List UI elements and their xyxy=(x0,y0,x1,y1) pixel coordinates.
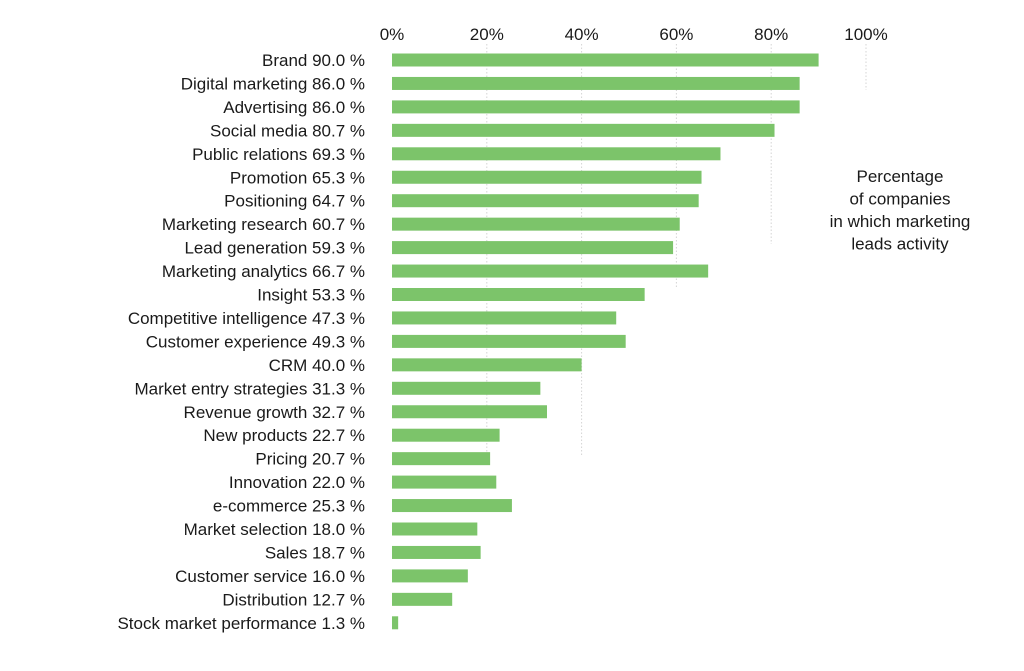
bar xyxy=(392,499,512,513)
bar xyxy=(392,288,645,301)
bar xyxy=(392,53,819,67)
bar xyxy=(392,241,674,255)
category-label: Stock market performance 1.3 % xyxy=(117,614,365,633)
x-axis-ticks: 0% 20% 40% 60% 80% 100% xyxy=(380,25,888,44)
category-label: CRM 40.0 % xyxy=(269,356,365,375)
bar xyxy=(392,452,491,466)
bar xyxy=(392,217,680,231)
bars xyxy=(392,53,819,630)
category-label: Insight 53.3 % xyxy=(257,286,365,305)
annotation-line: Percentage xyxy=(857,167,944,186)
category-label: Marketing analytics 66.7 % xyxy=(162,262,365,281)
category-label: Sales 18.7 % xyxy=(265,543,365,562)
bar xyxy=(392,428,500,442)
category-label: Distribution 12.7 % xyxy=(222,590,365,609)
bar xyxy=(392,170,702,184)
x-tick-label: 100% xyxy=(844,25,887,44)
category-label: Positioning 64.7 % xyxy=(224,192,365,211)
x-tick-label: 0% xyxy=(380,25,405,44)
category-label: Advertising 86.0 % xyxy=(223,98,365,117)
bar xyxy=(392,100,800,114)
x-tick-label: 40% xyxy=(565,25,599,44)
bar xyxy=(392,522,478,536)
annotation-line: of companies xyxy=(849,190,950,209)
category-label: e-commerce 25.3 % xyxy=(213,497,365,516)
bar xyxy=(392,616,399,630)
category-label: Pricing 20.7 % xyxy=(255,450,365,469)
category-label: Lead generation 59.3 % xyxy=(184,239,365,258)
category-labels: Brand 90.0 % Digital marketing 86.0 % Adve… xyxy=(117,51,365,633)
category-label: Competitive intelligence 47.3 % xyxy=(128,309,365,328)
bar xyxy=(392,545,481,559)
bar xyxy=(392,475,497,489)
bar xyxy=(392,76,800,90)
category-label: Innovation 22.0 % xyxy=(229,473,365,492)
category-label: Brand 90.0 % xyxy=(262,51,365,70)
bar xyxy=(392,311,617,325)
x-tick-label: 20% xyxy=(470,25,504,44)
category-label: Public relations 69.3 % xyxy=(192,145,365,164)
x-tick-label: 80% xyxy=(754,25,788,44)
bar xyxy=(392,334,626,348)
category-label: Digital marketing 86.0 % xyxy=(181,74,365,93)
category-label: Marketing research 60.7 % xyxy=(162,215,365,234)
category-label: Promotion 65.3 % xyxy=(230,168,365,187)
category-label: Customer service 16.0 % xyxy=(175,567,365,586)
bar xyxy=(392,405,547,419)
category-label: Market entry strategies 31.3 % xyxy=(134,379,365,398)
category-label: New products 22.7 % xyxy=(203,426,365,445)
bar xyxy=(392,264,709,278)
bar xyxy=(392,358,582,372)
category-label: Customer experience 49.3 % xyxy=(146,332,365,351)
bar xyxy=(392,123,775,137)
category-label: Social media 80.7 % xyxy=(210,121,365,140)
bar xyxy=(392,194,699,208)
bar xyxy=(392,381,541,395)
bar xyxy=(392,147,721,161)
bar xyxy=(392,569,468,583)
x-tick-label: 60% xyxy=(659,25,693,44)
annotation-line: leads activity xyxy=(851,235,949,254)
annotation-note: Percentage of companies in which marketing… xyxy=(830,167,971,254)
category-label: Revenue growth 32.7 % xyxy=(184,403,365,422)
category-label: Market selection 18.0 % xyxy=(184,520,365,539)
annotation-line: in which marketing xyxy=(830,212,971,231)
bar xyxy=(392,592,453,606)
